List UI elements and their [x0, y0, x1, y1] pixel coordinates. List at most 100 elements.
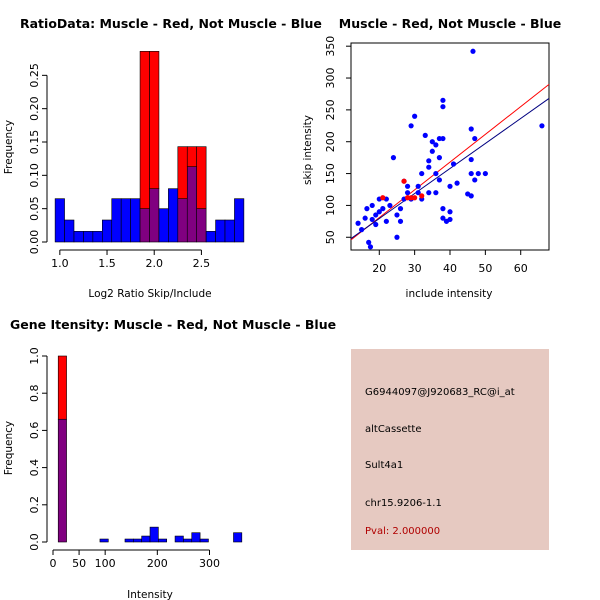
histogram-bar-not-muscle	[120, 198, 131, 243]
y-tick-label: 150	[324, 163, 337, 184]
histogram-bar-not-muscle	[186, 166, 197, 243]
scatter-point	[436, 155, 442, 161]
scatter-point	[394, 234, 400, 240]
histogram-bar-not-muscle	[158, 538, 168, 543]
scatter-point	[359, 227, 365, 233]
scatter-fit-lines	[350, 84, 550, 241]
scatter-point	[426, 190, 432, 196]
scatter-point	[426, 164, 432, 170]
scatter-point	[472, 135, 478, 142]
scatter-point	[373, 221, 379, 228]
gene-name: Sult4a1	[365, 460, 404, 471]
x-tick-label: 30	[408, 262, 422, 275]
scatter-point	[383, 218, 389, 224]
scatter-point	[412, 113, 418, 119]
histogram-bar-not-muscle	[191, 532, 201, 543]
y-tick-label: 0.8	[28, 384, 41, 402]
x-tick-label: 40	[443, 262, 457, 275]
histogram-bar-not-muscle	[73, 231, 84, 243]
scatter-point	[454, 180, 460, 186]
histogram-bar-not-muscle	[215, 219, 226, 243]
histogram-bar-not-muscle	[133, 538, 142, 543]
ratio-hist-axes: 1.0 1.5 2.0 2.5 0.00 0.05 0.10 0.15 0.20 0.25	[28, 63, 210, 270]
gene-hist-bars	[57, 355, 243, 543]
scatter-point	[433, 170, 439, 177]
event-type: altCassette	[365, 424, 422, 435]
histogram-bar-not-muscle	[177, 198, 188, 243]
scatter-point	[355, 220, 361, 226]
gene-hist-axes: 0 50 100 200 300 0.0 0.2 0.4 0.6 0.8 1.0	[28, 347, 220, 570]
histogram-bar-not-muscle	[233, 532, 243, 543]
y-tick-label: 50	[324, 230, 337, 244]
scatter-point	[412, 195, 418, 201]
histogram-bar-not-muscle	[196, 208, 207, 243]
scatter-points	[355, 48, 545, 250]
histogram-bar-muscle	[139, 51, 150, 209]
scatter-point	[369, 202, 375, 209]
scatter-point	[440, 206, 446, 212]
scatter-xlabel: include intensity	[406, 288, 493, 300]
histogram-bar-not-muscle	[124, 538, 134, 543]
histogram-bar-not-muscle	[54, 198, 65, 243]
y-tick-label: 0.15	[28, 130, 41, 155]
ratio-hist-bars	[54, 51, 245, 243]
histogram-bar-not-muscle	[99, 538, 109, 543]
scatter-point	[440, 215, 446, 221]
scatter-point	[468, 170, 474, 177]
x-tick-label: 1.5	[98, 257, 116, 270]
scatter-point	[394, 212, 400, 218]
histogram-bar-muscle	[177, 146, 188, 199]
probe-id: G6944097@J920683_RC@i_at	[365, 387, 515, 398]
scatter-point	[369, 216, 375, 223]
scatter-point	[422, 132, 428, 138]
scatter-title: Muscle - Red, Not Muscle - Blue	[339, 16, 561, 31]
y-tick-label: 100	[324, 195, 337, 216]
scatter-point	[373, 212, 379, 218]
gene-hist-xlabel: Intensity	[127, 589, 173, 600]
histogram-bar-not-muscle	[111, 198, 122, 243]
scatter-point	[404, 183, 411, 189]
x-tick-label: 2.5	[193, 257, 211, 270]
scatter-point	[401, 178, 407, 184]
scatter-point	[475, 170, 481, 177]
scatter-point	[450, 161, 457, 167]
scatter-point	[429, 148, 435, 154]
scatter-point	[433, 190, 439, 196]
histogram-bar-not-muscle	[149, 526, 159, 543]
gene-hist-title: Gene Itensity: Muscle - Red, Not Muscle …	[10, 317, 336, 332]
ratio-hist-title: RatioData: Muscle - Red, Not Muscle - Bl…	[20, 16, 322, 31]
scatter-point	[415, 183, 421, 189]
scatter-point	[468, 156, 474, 163]
x-tick-label: 50	[478, 262, 492, 275]
histogram-bar-not-muscle	[130, 198, 141, 243]
y-tick-label: 0.6	[28, 422, 41, 440]
y-tick-label: 0.2	[28, 496, 41, 514]
histogram-bar-not-muscle	[183, 538, 193, 543]
histogram-bar-muscle	[149, 51, 160, 189]
scatter-point	[440, 104, 446, 110]
scatter-point	[397, 218, 404, 224]
scatter-point	[433, 142, 439, 148]
y-tick-label: 0.00	[28, 230, 41, 255]
scatter-point	[408, 123, 414, 129]
scatter-point	[390, 155, 397, 161]
scatter-point	[419, 170, 425, 177]
x-tick-label: 200	[147, 557, 168, 570]
scatter-point	[447, 183, 453, 189]
histogram-bar-muscle	[196, 146, 207, 209]
scatter-axes: 20 30 40 50 60 50 100 150 200 250 300 350	[324, 36, 528, 275]
regression-line	[350, 98, 550, 239]
histogram-bar-not-muscle	[141, 535, 151, 543]
scatter-point	[376, 209, 382, 215]
y-tick-label: 0.0	[28, 533, 41, 551]
y-tick-label: 0.25	[28, 63, 41, 88]
x-tick-label: 100	[95, 557, 116, 570]
x-tick-label: 300	[199, 557, 220, 570]
histogram-bar-not-muscle	[64, 219, 75, 243]
x-tick-label: 50	[72, 557, 86, 570]
scatter-point	[436, 177, 442, 183]
scatter-point	[397, 206, 404, 212]
scatter-point	[429, 139, 435, 145]
scatter-point	[380, 206, 386, 212]
